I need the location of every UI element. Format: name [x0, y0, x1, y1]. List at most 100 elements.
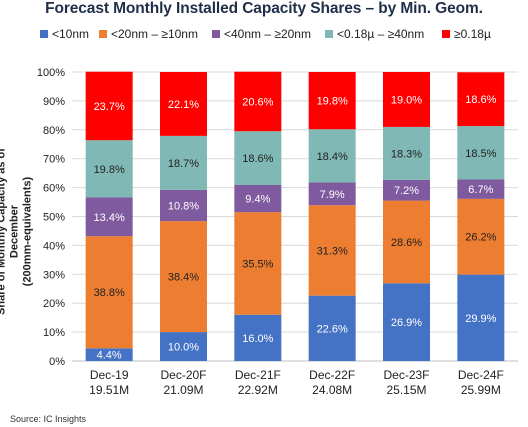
data-label: 19.8%: [94, 164, 125, 176]
bar-segment: [160, 189, 207, 222]
y-tick-label: 0%: [49, 356, 65, 368]
data-label: 10.8%: [168, 201, 199, 213]
legend-swatch: [442, 30, 450, 38]
data-label: 38.8%: [94, 287, 125, 299]
bar-segment: [308, 72, 356, 130]
legend-label: <20nm – ≥10nm: [111, 27, 198, 41]
legend-label: ≥0.18µ: [454, 27, 491, 41]
data-label: 7.2%: [394, 185, 419, 197]
legend-swatch: [40, 30, 48, 38]
legend-item-lt018u: <0.18µ – ≥40nm: [325, 27, 424, 41]
data-label: 26.9%: [391, 317, 422, 329]
data-label: 18.3%: [391, 148, 422, 160]
data-label: 20.6%: [242, 96, 273, 108]
x-tick-sublabel: 19.51M: [89, 383, 129, 397]
y-tick-label: 20%: [43, 298, 65, 310]
bar-segment: [85, 348, 133, 361]
data-label: 31.3%: [317, 245, 348, 257]
legend: <10nm <20nm – ≥10nm <40nm – ≥20nm <0.18µ…: [0, 27, 528, 43]
data-label: 18.6%: [465, 94, 496, 106]
x-tick-sublabel: 22.92M: [238, 383, 278, 397]
bar-segment: [85, 236, 133, 349]
y-tick-label: 80%: [43, 125, 65, 137]
data-label: 13.4%: [94, 212, 125, 224]
data-label: 23.7%: [94, 101, 125, 113]
bar-segment: [457, 179, 505, 199]
bar-segment: [383, 200, 430, 284]
bar-segment: [160, 332, 207, 361]
source-note: Source: IC Insights: [10, 414, 87, 424]
bar-segment: [308, 205, 356, 296]
bar-segment: [457, 198, 505, 275]
y-tick-label: 10%: [43, 327, 65, 339]
data-label: 18.7%: [168, 158, 199, 170]
bar-segment: [234, 71, 282, 132]
y-tick-label: 90%: [43, 96, 65, 108]
legend-item-lt20nm: <20nm – ≥10nm: [99, 27, 198, 41]
data-label: 19.8%: [317, 96, 348, 108]
bar-segment: [234, 131, 282, 185]
data-label: 18.6%: [242, 153, 273, 165]
bar-segment: [234, 314, 282, 361]
legend-label: <10nm: [52, 27, 90, 41]
bar-segment: [160, 135, 207, 190]
x-tick-label: Dec-19: [90, 368, 129, 382]
data-label: 22.1%: [168, 99, 199, 111]
data-label: 29.9%: [465, 313, 496, 325]
data-label: 16.0%: [242, 333, 273, 345]
bar-segment: [85, 71, 133, 141]
bar-segment: [457, 274, 505, 361]
x-tick-label: Dec-24F: [458, 368, 504, 382]
data-label: 26.2%: [465, 232, 496, 244]
data-label: 7.9%: [320, 189, 345, 201]
bar-segment: [308, 182, 356, 206]
x-tick-sublabel: 24.08M: [312, 383, 352, 397]
bar-segment: [383, 126, 430, 180]
bar-segment: [234, 184, 282, 213]
bar-segment: [457, 72, 505, 127]
legend-label: <0.18µ – ≥40nm: [337, 27, 425, 41]
x-tick-label: Dec-23F: [383, 368, 429, 382]
bar-segment: [160, 72, 207, 136]
data-label: 6.7%: [468, 184, 493, 196]
y-tick-label: 100%: [37, 67, 65, 79]
bar-segment: [457, 126, 505, 180]
legend-item-ge018u: ≥0.18µ: [442, 27, 491, 41]
data-label: 18.4%: [317, 151, 348, 163]
x-tick-label: Dec-21F: [235, 368, 281, 382]
data-label: 9.4%: [245, 194, 270, 206]
data-label: 22.6%: [317, 323, 348, 335]
data-label: 19.0%: [391, 94, 422, 106]
y-tick-label: 70%: [43, 154, 65, 166]
y-tick-label: 40%: [43, 240, 65, 252]
legend-item-lt10nm: <10nm: [40, 27, 89, 41]
legend-swatch: [99, 30, 107, 38]
data-label: 35.5%: [242, 258, 273, 270]
y-tick-label: 60%: [43, 183, 65, 195]
x-tick-sublabel: 21.09M: [163, 383, 203, 397]
x-tick-sublabel: 25.99M: [461, 383, 501, 397]
legend-swatch: [325, 30, 333, 38]
x-tick-label: Dec-20F: [160, 368, 206, 382]
bar-segment: [383, 179, 430, 201]
y-tick-label: 50%: [43, 212, 65, 224]
y-tick-label: 30%: [43, 269, 65, 281]
bar-segment: [308, 129, 356, 183]
bar-segment: [85, 197, 133, 237]
data-label: 28.6%: [391, 237, 422, 249]
data-label: 38.4%: [168, 272, 199, 284]
bar-segment: [383, 72, 430, 127]
x-tick-sublabel: 25.15M: [386, 383, 426, 397]
bar-segment: [308, 295, 356, 361]
bar-segment: [383, 283, 430, 361]
bar-segment: [85, 140, 133, 198]
legend-item-lt40nm: <40nm – ≥20nm: [212, 27, 311, 41]
legend-swatch: [212, 30, 220, 38]
data-label: 4.4%: [97, 350, 122, 362]
data-label: 10.0%: [168, 342, 199, 354]
chart-title: Forecast Monthly Installed Capacity Shar…: [45, 0, 483, 17]
data-label: 18.5%: [465, 148, 496, 160]
bar-segment: [234, 212, 282, 315]
